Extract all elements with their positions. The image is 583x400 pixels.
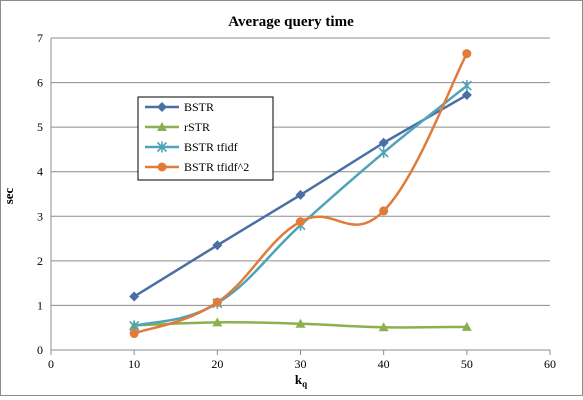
x-tick-label: 20	[211, 357, 223, 371]
data-point-bstr	[378, 137, 389, 148]
y-tick-label: 7	[37, 31, 43, 45]
y-tick-label: 4	[37, 165, 43, 179]
x-axis-label: kq	[295, 372, 307, 389]
legend-label: BSTR tfidf^2	[184, 160, 249, 174]
legend-label: BSTR tfidf	[184, 140, 238, 154]
series-line-bstr-tfidf-2	[133, 53, 468, 335]
data-point-bstr-tfidf	[461, 80, 472, 92]
legend: BSTR rSTR BSTR tfidf BSTR tfidf^2	[137, 96, 274, 181]
legend-entries: BSTR rSTR BSTR tfidf BSTR tfidf^2	[145, 100, 249, 174]
y-tick-label: 6	[37, 76, 43, 90]
legend-swatch-marker	[157, 122, 167, 131]
legend-swatch-marker	[157, 162, 167, 172]
data-point-bstr-tfidf-2	[296, 217, 305, 227]
series-markers	[129, 49, 472, 339]
data-point-bstr-tfidf-2	[129, 329, 139, 339]
y-tick-label: 2	[37, 254, 43, 268]
axes	[50, 38, 551, 355]
x-tick-label: 30	[295, 357, 307, 371]
data-point-rstr	[378, 322, 389, 332]
y-tick-label: 5	[37, 120, 43, 134]
chart-title: Average query time	[228, 14, 354, 30]
data-point-bstr	[295, 189, 306, 200]
x-axis-label-subscript: q	[302, 379, 307, 389]
x-tick-label: 50	[461, 357, 473, 371]
legend-swatch-marker	[156, 141, 168, 153]
data-point-bstr	[129, 291, 140, 302]
legend-label: BSTR	[184, 100, 214, 114]
data-point-bstr	[212, 240, 223, 251]
y-tick-label: 3	[37, 209, 43, 223]
x-tick-label: 60	[544, 357, 556, 371]
data-point-bstr-tfidf-2	[462, 49, 472, 59]
data-point-bstr-tfidf	[378, 147, 389, 159]
data-point-bstr	[461, 90, 472, 101]
data-point-rstr	[295, 318, 306, 328]
x-tick-labels: 0 10 20 30 40 50 60	[48, 357, 556, 371]
x-tick-label: 40	[378, 357, 390, 371]
x-axis-label-main: k	[295, 372, 303, 387]
y-tick-labels: 0 1 2 3 4 5 6 7	[37, 31, 43, 357]
data-point-rstr	[212, 317, 223, 327]
gridlines	[51, 37, 550, 306]
x-tick-label: 0	[48, 357, 54, 371]
data-point-rstr	[461, 321, 472, 331]
legend-swatch-marker	[157, 102, 167, 112]
y-tick-label: 0	[37, 343, 43, 357]
y-axis-label: sec	[1, 187, 16, 204]
data-point-bstr-tfidf-2	[379, 206, 389, 216]
data-point-bstr-tfidf-2	[212, 297, 222, 307]
x-tick-label: 10	[128, 357, 140, 371]
y-tick-label: 1	[37, 298, 43, 312]
legend-label: rSTR	[184, 120, 210, 134]
